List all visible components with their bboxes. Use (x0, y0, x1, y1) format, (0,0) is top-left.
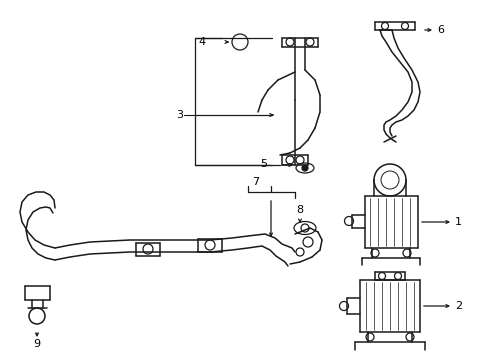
Text: 6: 6 (437, 25, 444, 35)
Text: 5: 5 (260, 159, 267, 169)
Text: 3: 3 (176, 110, 183, 120)
Text: 4: 4 (198, 37, 205, 47)
Text: 2: 2 (455, 301, 462, 311)
Text: 8: 8 (296, 205, 303, 215)
Text: 9: 9 (33, 339, 40, 349)
Text: 1: 1 (455, 217, 462, 227)
Circle shape (302, 165, 308, 171)
Text: 7: 7 (252, 177, 259, 187)
